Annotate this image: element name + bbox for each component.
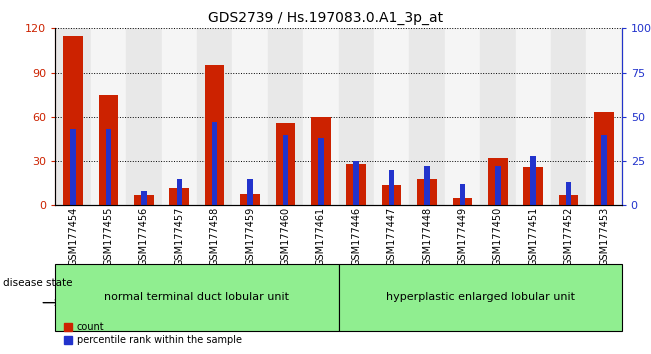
Text: hyperplastic enlarged lobular unit: hyperplastic enlarged lobular unit [385, 292, 575, 302]
Bar [488, 158, 508, 205]
Bar [346, 164, 366, 205]
Bar [587, 28, 622, 205]
Bar [417, 179, 437, 205]
Bar [566, 182, 572, 205]
Bar [531, 156, 536, 205]
Bar [283, 135, 288, 205]
Bar [90, 28, 126, 205]
Bar [409, 28, 445, 205]
Bar [161, 28, 197, 205]
Bar [480, 28, 516, 205]
Bar [318, 138, 324, 205]
Text: GDS2739 / Hs.197083.0.A1_3p_at: GDS2739 / Hs.197083.0.A1_3p_at [208, 11, 443, 25]
Bar [495, 166, 501, 205]
Bar [240, 194, 260, 205]
Bar [268, 28, 303, 205]
Bar [126, 28, 161, 205]
Bar [445, 28, 480, 205]
Bar [105, 129, 111, 205]
Bar [197, 28, 232, 205]
Bar [594, 113, 614, 205]
Bar [275, 123, 295, 205]
Bar [247, 179, 253, 205]
Bar [353, 161, 359, 205]
Bar [134, 195, 154, 205]
Text: disease state: disease state [3, 278, 73, 288]
Text: normal terminal duct lobular unit: normal terminal duct lobular unit [104, 292, 290, 302]
Bar [523, 167, 543, 205]
Bar [99, 95, 118, 205]
Bar [232, 28, 268, 205]
Bar [382, 185, 402, 205]
Bar [212, 122, 217, 205]
Bar [551, 28, 587, 205]
Bar [55, 28, 90, 205]
Bar [169, 188, 189, 205]
Bar [460, 184, 465, 205]
Bar [602, 135, 607, 205]
Bar [141, 191, 146, 205]
Bar [176, 179, 182, 205]
Bar [303, 28, 339, 205]
Bar [70, 129, 76, 205]
Legend: count, percentile rank within the sample: count, percentile rank within the sample [60, 319, 245, 349]
Bar [452, 198, 472, 205]
Bar [559, 195, 578, 205]
Bar [516, 28, 551, 205]
Bar [374, 28, 409, 205]
Bar [389, 170, 395, 205]
Bar [339, 28, 374, 205]
Bar [424, 166, 430, 205]
Bar [311, 117, 331, 205]
Bar [205, 65, 225, 205]
Bar [63, 36, 83, 205]
